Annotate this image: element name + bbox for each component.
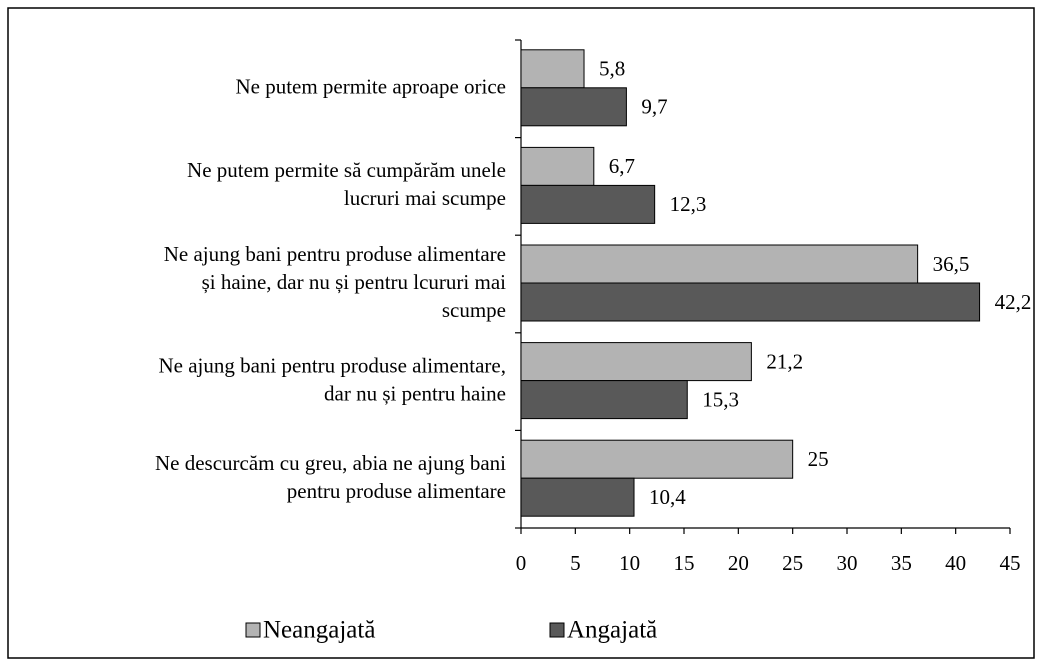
bar	[520, 87, 627, 127]
y-tick-label: Ne putem permite să cumpărăm unele	[187, 158, 506, 182]
legend-swatch	[245, 622, 261, 638]
value-label: 36,5	[933, 252, 970, 276]
x-tick-label: 5	[570, 551, 581, 575]
legend-swatch	[549, 622, 565, 638]
bar	[520, 342, 752, 382]
value-label: 5,8	[599, 57, 625, 81]
bar	[520, 477, 635, 517]
y-tick-label: și haine, dar nu și pentru lcururi mai	[202, 270, 507, 294]
y-tick-label: dar nu și pentru haine	[324, 381, 506, 405]
bar	[520, 184, 656, 224]
value-label: 25	[808, 447, 829, 471]
bar	[520, 49, 585, 89]
x-tick-label: 40	[945, 551, 966, 575]
y-tick-label: Ne ajung bani pentru produse alimentare	[164, 242, 506, 266]
value-label: 15,3	[702, 387, 739, 411]
x-tick-label: 0	[516, 551, 527, 575]
value-label: 10,4	[649, 485, 686, 509]
bar	[520, 380, 688, 420]
value-label: 42,2	[995, 290, 1032, 314]
bar	[520, 244, 919, 284]
bar	[520, 146, 595, 186]
value-label: 9,7	[641, 95, 667, 119]
legend-label: Angajată	[567, 617, 657, 644]
x-tick-label: 45	[1000, 551, 1021, 575]
y-tick-label: Ne putem permite aproape orice	[235, 75, 506, 99]
x-tick-label: 15	[674, 551, 695, 575]
x-tick-label: 25	[782, 551, 803, 575]
y-tick-label: Ne ajung bani pentru produse alimentare,	[158, 353, 506, 377]
value-label: 12,3	[670, 192, 707, 216]
value-label: 6,7	[609, 154, 635, 178]
x-tick-label: 35	[891, 551, 912, 575]
y-tick-label: scumpe	[442, 298, 506, 322]
x-tick-label: 20	[728, 551, 749, 575]
y-tick-label: Ne descurcăm cu greu, abia ne ajung bani	[155, 451, 506, 475]
y-tick-label: pentru produse alimentare	[287, 479, 506, 503]
x-tick-label: 30	[837, 551, 858, 575]
x-tick-label: 10	[619, 551, 640, 575]
y-tick-label: lucruri mai scumpe	[344, 186, 506, 210]
legend-label: Neangajată	[263, 617, 375, 644]
value-label: 21,2	[766, 349, 803, 373]
bar	[520, 282, 981, 322]
bar	[520, 439, 794, 479]
